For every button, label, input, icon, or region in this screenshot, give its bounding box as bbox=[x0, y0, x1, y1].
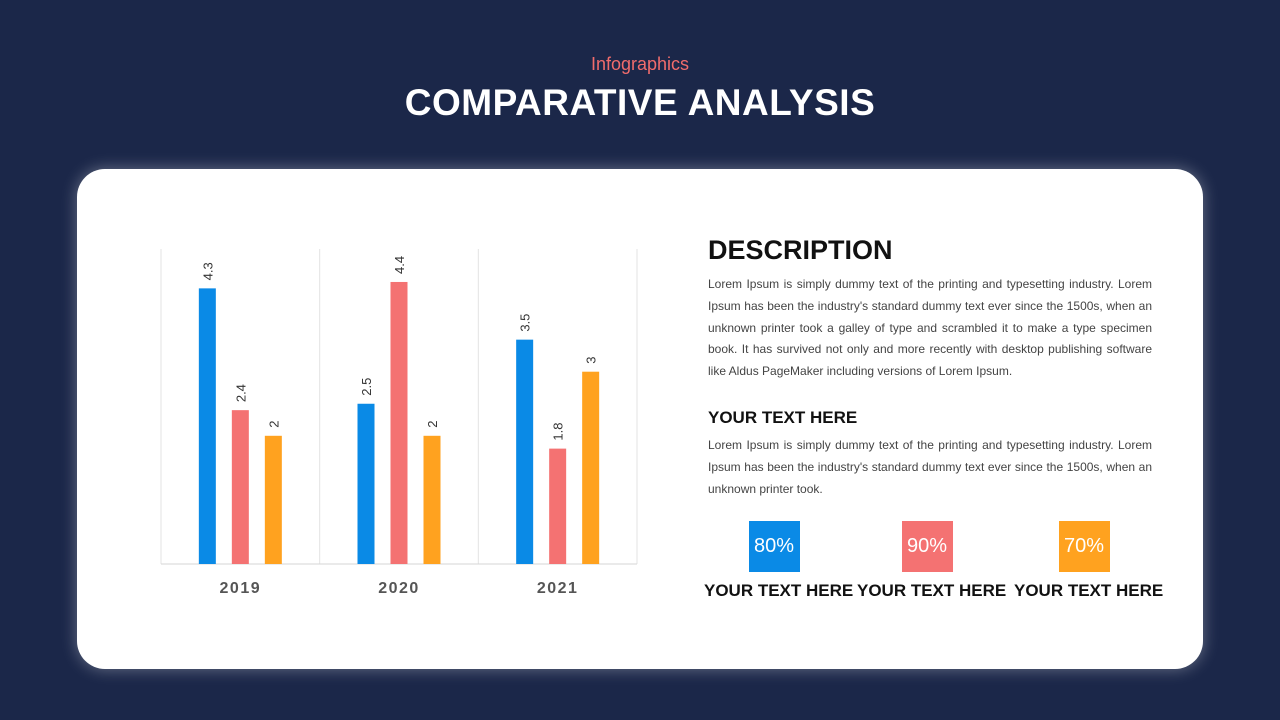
bar-chart: 4.3 2.4 2 2019 2.5 4.4 2 2020 3.5 1.8 3 2021 bbox=[160, 249, 638, 597]
stat-value-box: 70% bbox=[1058, 521, 1110, 572]
bar bbox=[231, 410, 249, 564]
stat-label: YOUR TEXT HERE bbox=[1014, 581, 1164, 600]
section-subheading: YOUR TEXT HERE bbox=[708, 408, 858, 427]
x-tick-label: 2019 bbox=[220, 580, 262, 597]
stat-label: YOUR TEXT HERE bbox=[704, 581, 854, 600]
section-paragraph: Lorem Ipsum is simply dummy text of the … bbox=[708, 438, 1152, 496]
x-tick-label: 2020 bbox=[378, 580, 420, 597]
x-tick-label: 2021 bbox=[537, 580, 579, 597]
data-label: 4.4 bbox=[392, 256, 407, 274]
data-label: 2.5 bbox=[359, 378, 374, 396]
bar bbox=[423, 435, 441, 564]
stat-value-box: 80% bbox=[748, 521, 800, 572]
bar bbox=[390, 281, 408, 564]
bar bbox=[516, 339, 534, 564]
bar bbox=[549, 448, 567, 564]
data-label: 2 bbox=[266, 421, 281, 428]
data-label: 2.4 bbox=[233, 384, 248, 402]
stat-label: YOUR TEXT HERE bbox=[857, 581, 1007, 600]
stat-item-2: 90% YOUR TEXT HERE bbox=[857, 521, 1007, 601]
content-card: 4.3 2.4 2 2019 2.5 4.4 2 2020 3.5 1.8 3 2021 DESCRI… bbox=[77, 169, 1203, 669]
bar bbox=[198, 288, 216, 564]
stat-item-3: 70% YOUR TEXT HERE bbox=[1014, 521, 1164, 601]
stat-value-box: 90% bbox=[901, 521, 953, 572]
data-label: 2 bbox=[425, 421, 440, 428]
page-title: COMPARATIVE ANALYSIS bbox=[404, 82, 876, 123]
data-label: 3 bbox=[584, 356, 599, 363]
data-label: 1.8 bbox=[551, 423, 566, 441]
bar bbox=[357, 403, 375, 564]
bar bbox=[264, 435, 282, 564]
data-label: 4.3 bbox=[200, 262, 215, 280]
page-subtitle: Infographics bbox=[590, 54, 690, 74]
bar bbox=[582, 371, 600, 564]
stat-item-1: 80% YOUR TEXT HERE bbox=[704, 521, 854, 601]
description-paragraph: Lorem Ipsum is simply dummy text of the … bbox=[708, 277, 1152, 379]
description-heading: DESCRIPTION bbox=[708, 235, 893, 265]
data-label: 3.5 bbox=[518, 314, 533, 332]
